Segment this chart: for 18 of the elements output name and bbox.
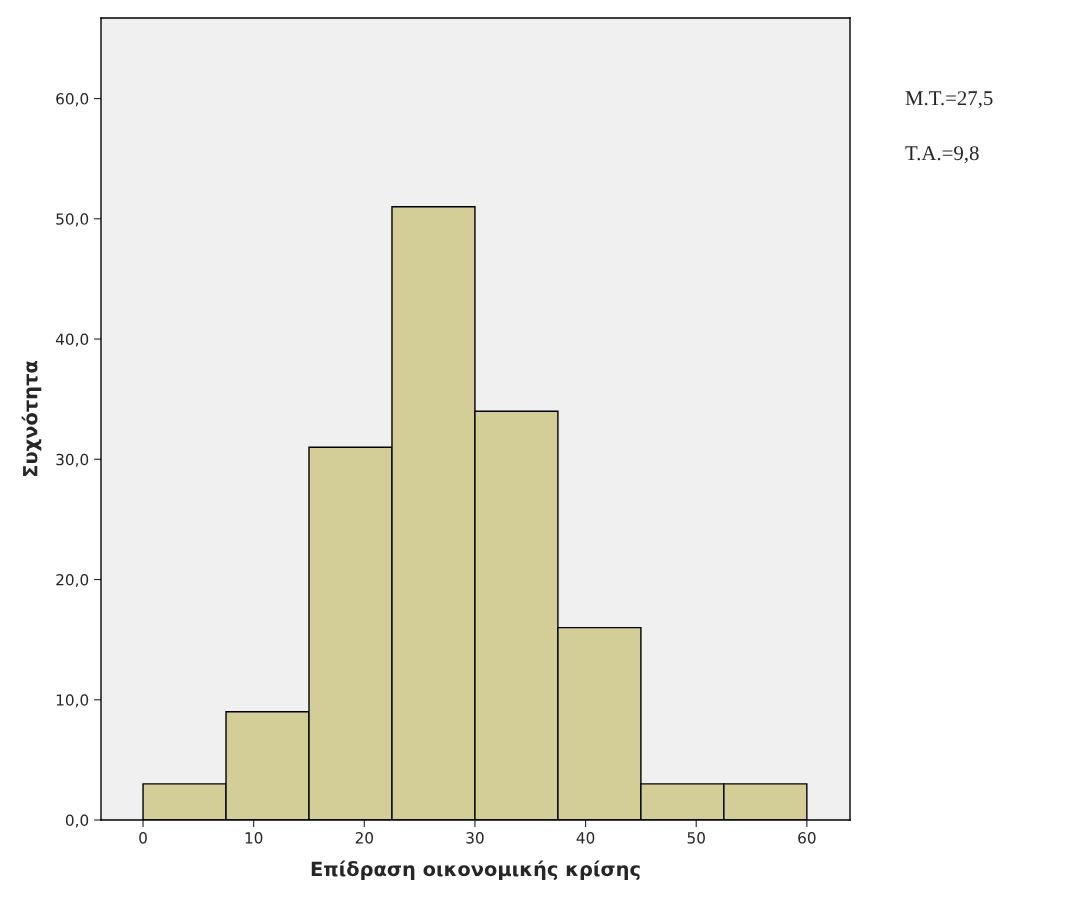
y-tick-label: 0,0 <box>65 814 89 828</box>
y-tick-label: 60,0 <box>56 93 89 107</box>
y-tick-label: 30,0 <box>56 453 89 467</box>
y-tick-label: 50,0 <box>56 213 89 227</box>
y-axis-title: Συχνότητα <box>21 361 42 476</box>
y-tick-label: 10,0 <box>56 694 89 708</box>
x-axis-title: Επίδραση οικονομικής κρίσης <box>311 860 640 881</box>
x-tick-label: 40 <box>576 832 595 844</box>
x-tick-label: 20 <box>355 832 374 844</box>
x-tick-label: 50 <box>687 832 705 844</box>
text: M.T.=27,5 <box>905 91 993 109</box>
y-tick-label: 40,0 <box>55 333 89 347</box>
x-tick-label: 60 <box>798 832 816 844</box>
y-tick-label: 20,0 <box>56 573 89 588</box>
x-tick-label: 10 <box>245 832 263 844</box>
x-tick-label: 0 <box>139 832 147 844</box>
text: T.A.=9,8 <box>905 146 979 164</box>
x-tick-label: 30 <box>466 832 484 844</box>
